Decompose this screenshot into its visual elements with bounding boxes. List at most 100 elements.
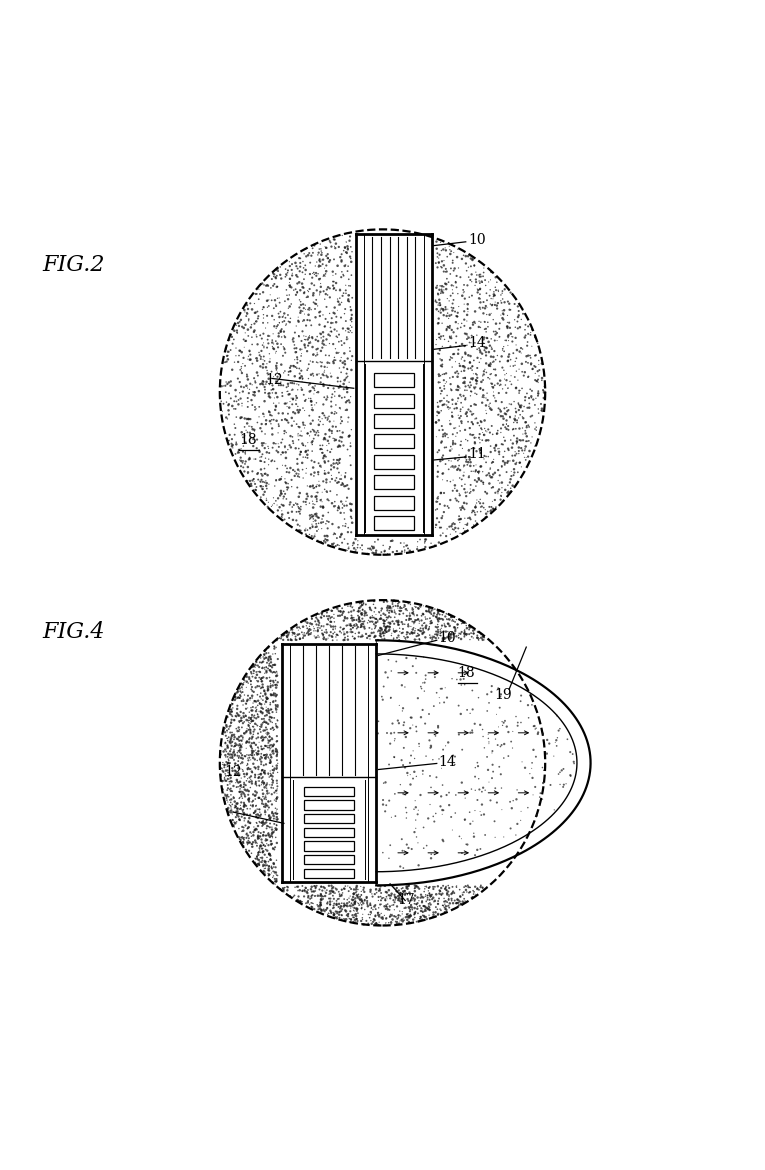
Point [347, 622, 359, 641]
Point [216, 401, 229, 420]
Point [252, 280, 265, 298]
Point [258, 406, 270, 425]
Point [483, 336, 496, 355]
Point [222, 793, 234, 812]
Point [328, 432, 340, 450]
Point [461, 783, 474, 801]
Point [292, 881, 304, 900]
Point [492, 281, 504, 300]
Point [234, 772, 246, 791]
Point [232, 681, 244, 700]
Point [262, 792, 275, 811]
Point [334, 503, 347, 522]
Point [246, 701, 258, 720]
Point [466, 405, 478, 424]
Point [249, 853, 262, 872]
Point [387, 620, 399, 639]
Point [319, 882, 331, 901]
Point [228, 730, 240, 749]
Point [454, 887, 466, 906]
Point [280, 489, 292, 508]
Point [516, 457, 528, 476]
Point [241, 805, 253, 824]
Point [281, 622, 293, 641]
Point [538, 760, 550, 779]
Point [283, 463, 295, 482]
Point [314, 235, 327, 254]
Point [269, 686, 282, 704]
Point [269, 670, 282, 689]
Point [484, 459, 496, 477]
Point [467, 624, 480, 642]
Point [239, 707, 252, 725]
Point [228, 815, 240, 834]
Point [268, 854, 280, 873]
Point [358, 618, 370, 636]
Point [444, 625, 456, 644]
Point [249, 698, 262, 717]
Point [389, 785, 401, 804]
Point [472, 757, 484, 776]
Point [286, 395, 298, 414]
Point [259, 459, 271, 477]
Point [321, 285, 334, 304]
Point [350, 886, 363, 904]
Point [436, 605, 448, 624]
Point [279, 473, 291, 491]
Point [385, 915, 397, 934]
Point [220, 766, 232, 785]
Point [386, 594, 399, 613]
Point [272, 696, 284, 715]
Point [400, 611, 412, 629]
Point [433, 324, 445, 343]
Point [223, 394, 235, 413]
Point [422, 897, 435, 916]
Point [499, 442, 511, 461]
Point [464, 456, 477, 475]
Point [255, 460, 267, 479]
Point [238, 793, 250, 812]
Point [266, 859, 278, 878]
Point [270, 667, 282, 686]
Point [466, 357, 478, 376]
Point [525, 349, 537, 367]
Point [238, 670, 250, 689]
Point [343, 285, 355, 304]
Point [470, 490, 483, 509]
Point [410, 876, 422, 895]
Point [492, 472, 504, 490]
Point [461, 450, 473, 469]
Point [219, 756, 231, 775]
Point [311, 421, 324, 440]
Point [233, 773, 245, 792]
Point [558, 759, 570, 778]
Point [305, 316, 317, 335]
Point [322, 628, 334, 647]
Point [305, 897, 317, 916]
Point [435, 622, 447, 641]
Point [278, 469, 291, 488]
Point [240, 723, 252, 742]
Point [446, 321, 458, 339]
Point [409, 886, 422, 904]
Point [283, 274, 295, 292]
Point [451, 303, 464, 322]
Point [267, 862, 279, 881]
Point [335, 469, 347, 488]
Point [409, 876, 421, 895]
Point [501, 454, 513, 473]
Point [480, 305, 493, 324]
Point [317, 625, 329, 644]
Point [228, 725, 240, 744]
Point [265, 411, 278, 429]
Point [316, 510, 328, 529]
Point [279, 268, 291, 287]
Point [235, 727, 247, 745]
Point [455, 350, 467, 369]
Point [356, 541, 369, 559]
Point [330, 418, 342, 436]
Point [296, 454, 308, 473]
Point [249, 481, 262, 500]
Point [231, 704, 243, 723]
Point [490, 425, 503, 443]
